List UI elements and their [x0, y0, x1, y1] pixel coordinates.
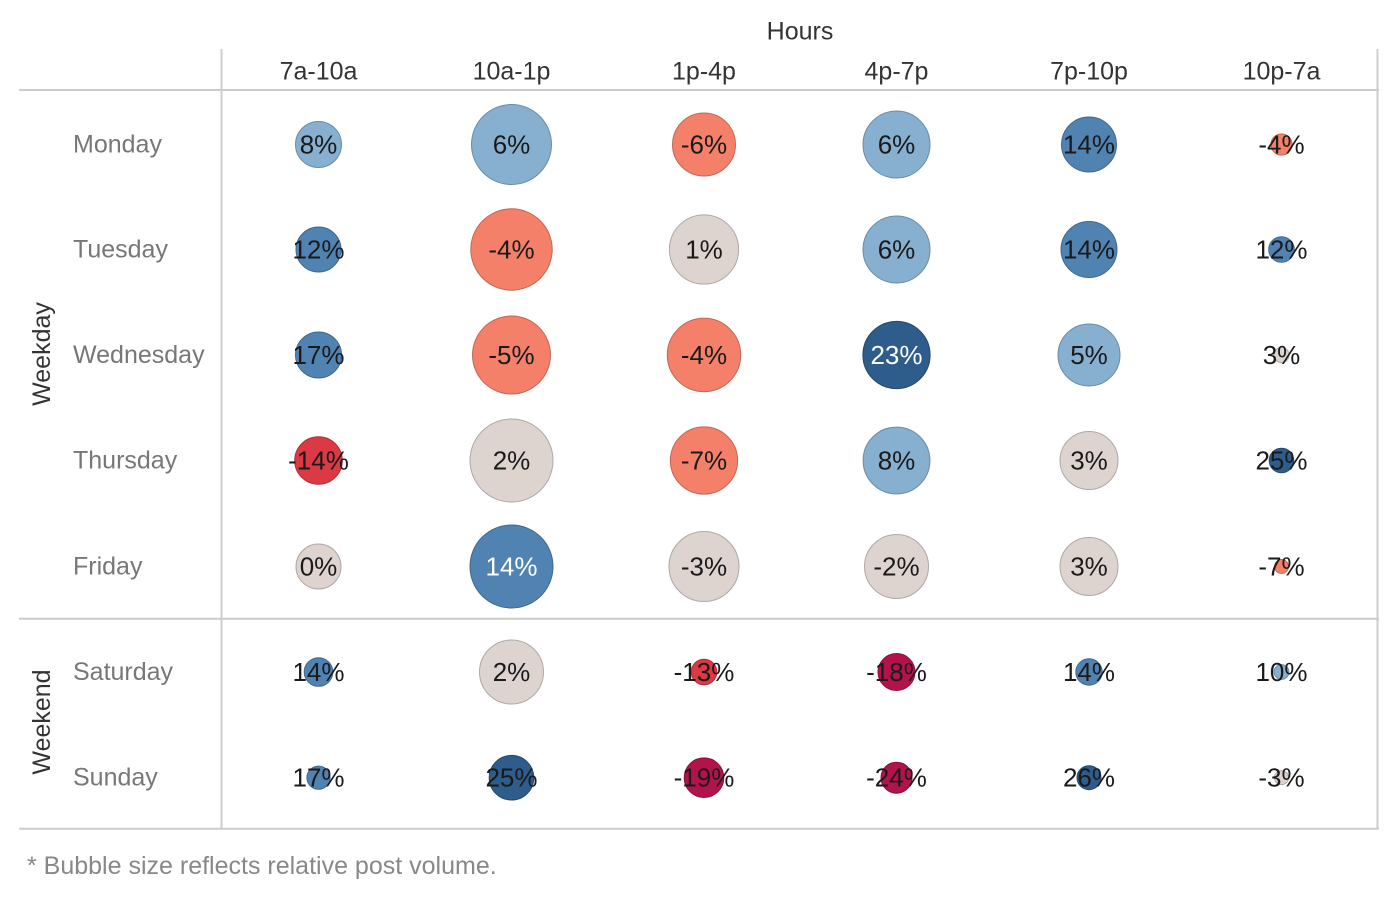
- svg-text:-4%: -4%: [681, 340, 727, 370]
- svg-text:25%: 25%: [1255, 446, 1307, 476]
- svg-text:26%: 26%: [1063, 763, 1115, 793]
- svg-text:2%: 2%: [493, 446, 531, 476]
- svg-text:7p-10p: 7p-10p: [1050, 58, 1128, 86]
- svg-text:-19%: -19%: [674, 763, 735, 793]
- svg-text:5%: 5%: [1070, 340, 1108, 370]
- svg-text:Weekday: Weekday: [28, 302, 56, 406]
- svg-text:-13%: -13%: [674, 657, 735, 687]
- svg-text:14%: 14%: [292, 657, 344, 687]
- svg-text:1p-4p: 1p-4p: [672, 58, 736, 86]
- svg-text:Wednesday: Wednesday: [73, 341, 205, 369]
- svg-text:Monday: Monday: [73, 131, 162, 159]
- svg-text:-4%: -4%: [1258, 130, 1304, 160]
- svg-text:-14%: -14%: [288, 446, 349, 476]
- svg-text:-18%: -18%: [866, 657, 927, 687]
- svg-text:12%: 12%: [1255, 235, 1307, 265]
- svg-text:6%: 6%: [878, 235, 916, 265]
- svg-text:4p-7p: 4p-7p: [865, 58, 929, 86]
- svg-text:3%: 3%: [1263, 340, 1301, 370]
- svg-text:-7%: -7%: [1258, 552, 1304, 582]
- svg-text:Thursday: Thursday: [73, 447, 178, 475]
- svg-text:Sunday: Sunday: [73, 764, 158, 792]
- svg-text:17%: 17%: [292, 340, 344, 370]
- svg-text:8%: 8%: [878, 446, 916, 476]
- svg-text:7a-10a: 7a-10a: [280, 58, 358, 86]
- svg-text:0%: 0%: [300, 552, 338, 582]
- svg-text:12%: 12%: [292, 235, 344, 265]
- svg-text:6%: 6%: [493, 130, 531, 160]
- svg-text:-2%: -2%: [873, 552, 919, 582]
- svg-text:6%: 6%: [878, 130, 916, 160]
- svg-text:3%: 3%: [1070, 552, 1108, 582]
- svg-text:14%: 14%: [1063, 130, 1115, 160]
- svg-text:* Bubble size reflects relativ: * Bubble size reflects relative post vol…: [27, 852, 497, 880]
- svg-text:-24%: -24%: [866, 763, 927, 793]
- svg-text:14%: 14%: [1063, 657, 1115, 687]
- svg-text:-7%: -7%: [681, 446, 727, 476]
- svg-text:10%: 10%: [1255, 657, 1307, 687]
- svg-text:14%: 14%: [1063, 235, 1115, 265]
- svg-text:-4%: -4%: [488, 235, 534, 265]
- svg-text:Friday: Friday: [73, 553, 143, 581]
- svg-text:25%: 25%: [485, 763, 537, 793]
- svg-text:14%: 14%: [485, 552, 537, 582]
- svg-text:-5%: -5%: [488, 340, 534, 370]
- svg-text:10a-1p: 10a-1p: [473, 58, 551, 86]
- svg-text:10p-7a: 10p-7a: [1243, 58, 1321, 86]
- svg-text:23%: 23%: [870, 340, 922, 370]
- svg-text:17%: 17%: [292, 763, 344, 793]
- svg-text:2%: 2%: [493, 657, 531, 687]
- svg-text:8%: 8%: [300, 130, 338, 160]
- svg-text:Hours: Hours: [767, 18, 834, 46]
- svg-text:3%: 3%: [1070, 446, 1108, 476]
- svg-text:-3%: -3%: [1258, 763, 1304, 793]
- svg-text:1%: 1%: [685, 235, 723, 265]
- svg-text:Weekend: Weekend: [28, 669, 56, 774]
- svg-text:Tuesday: Tuesday: [73, 236, 168, 264]
- svg-text:Saturday: Saturday: [73, 658, 174, 686]
- svg-text:-6%: -6%: [681, 130, 727, 160]
- svg-text:-3%: -3%: [681, 552, 727, 582]
